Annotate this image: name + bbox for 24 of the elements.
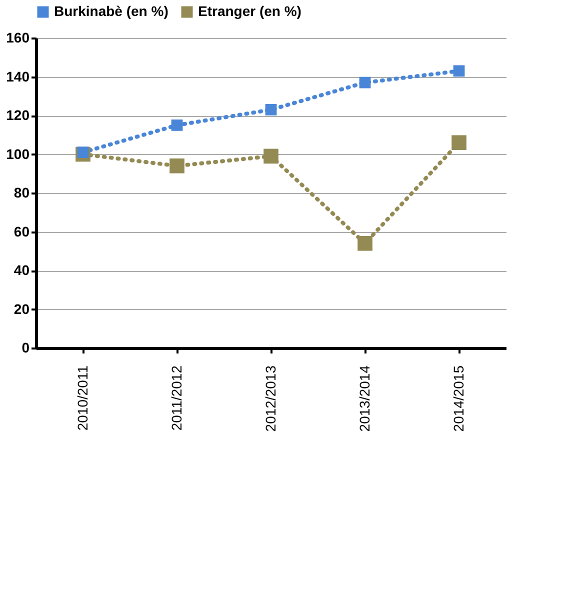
y-tick-label: 160 bbox=[6, 30, 30, 46]
y-tick-label: 20 bbox=[14, 300, 30, 317]
point bbox=[358, 236, 372, 251]
y-tick-label: 0 bbox=[22, 340, 30, 356]
y-tick-label: 60 bbox=[14, 223, 30, 240]
y-tick-label: 40 bbox=[14, 262, 30, 278]
x-tick-label: 2014/2015 bbox=[450, 365, 466, 432]
point bbox=[264, 148, 278, 164]
point bbox=[359, 76, 371, 88]
y-tick-label: 140 bbox=[6, 68, 30, 84]
x-tick-label: 2010/2011 bbox=[74, 365, 90, 431]
y-tick-label: 100 bbox=[6, 146, 30, 162]
x-tick-label: 2013/2014 bbox=[356, 365, 372, 432]
point bbox=[265, 104, 277, 116]
point bbox=[453, 65, 465, 77]
y-tick-label: 120 bbox=[6, 107, 30, 123]
x-tick-label: 2012/2013 bbox=[262, 365, 278, 432]
x-tick-label: 2011/2012 bbox=[168, 365, 184, 431]
point bbox=[170, 158, 184, 174]
legend-label: Burkinabè (en %) bbox=[54, 3, 168, 19]
point bbox=[171, 119, 183, 131]
point bbox=[452, 135, 466, 150]
y-tick-label: 80 bbox=[14, 184, 30, 200]
legend-label: Etranger (en %) bbox=[198, 3, 302, 19]
